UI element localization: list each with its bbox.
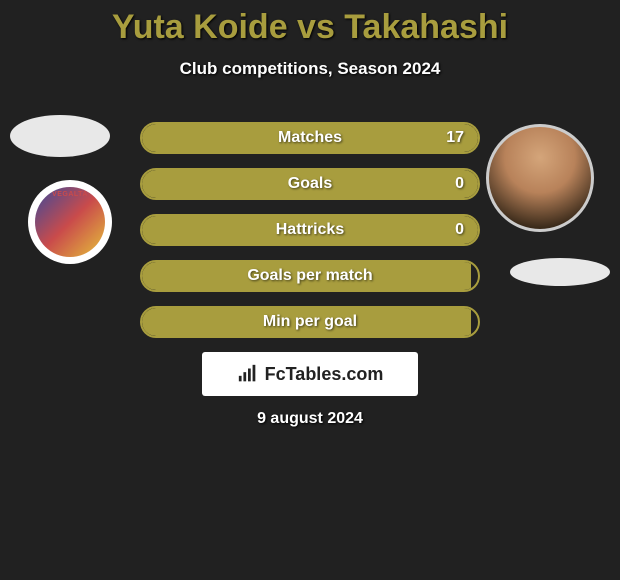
stat-row-hattricks: Hattricks 0: [140, 214, 480, 246]
stat-value: 0: [455, 170, 464, 198]
site-logo-text: FcTables.com: [265, 364, 384, 385]
stat-row-min-per-goal: Min per goal: [140, 306, 480, 338]
player-left-club-badge: VEGALTA: [28, 180, 112, 264]
stat-value: 0: [455, 216, 464, 244]
stat-row-goals-per-match: Goals per match: [140, 260, 480, 292]
stat-label: Goals: [142, 170, 478, 198]
stats-panel: Matches 17 Goals 0 Hattricks 0 Goals per…: [140, 122, 480, 352]
player-right-avatar: [486, 124, 594, 232]
player-right-club-badge: [510, 258, 610, 286]
stat-value: 17: [446, 124, 464, 152]
bar-chart-icon: [237, 363, 259, 385]
stat-label: Matches: [142, 124, 478, 152]
date-label: 9 august 2024: [0, 410, 620, 428]
stat-label: Min per goal: [142, 308, 478, 336]
stat-row-goals: Goals 0: [140, 168, 480, 200]
stat-label: Goals per match: [142, 262, 478, 290]
page-title: Yuta Koide vs Takahashi: [0, 0, 620, 47]
stat-label: Hattricks: [142, 216, 478, 244]
player-left-avatar: [10, 115, 110, 157]
club-badge-label: VEGALTA: [35, 191, 105, 198]
subtitle: Club competitions, Season 2024: [0, 59, 620, 79]
stat-row-matches: Matches 17: [140, 122, 480, 154]
site-logo[interactable]: FcTables.com: [202, 352, 418, 396]
